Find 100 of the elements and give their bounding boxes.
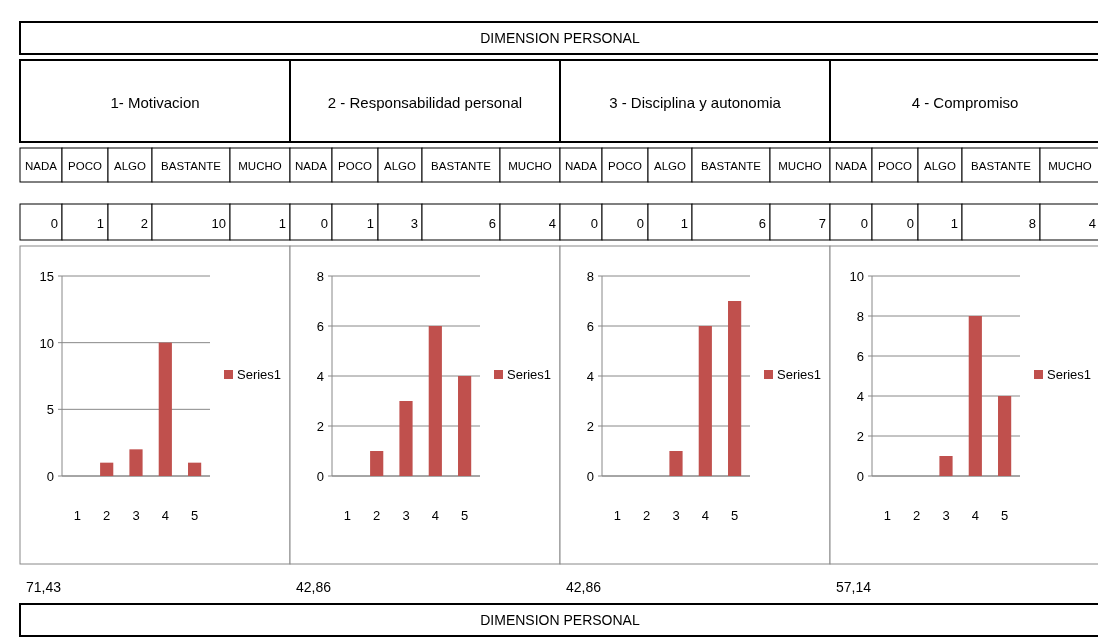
x-tick-label: 2: [103, 508, 111, 523]
text: 0: [906, 216, 914, 231]
x-tick-label: 3: [942, 508, 950, 523]
y-tick-label: 6: [316, 319, 324, 334]
x-tick-label: 5: [191, 508, 199, 523]
bar: [399, 401, 413, 476]
x-tick-label: 1: [613, 508, 621, 523]
bar: [968, 316, 982, 476]
y-tick-label: 8: [316, 269, 324, 284]
bar: [998, 396, 1012, 476]
bar: [100, 462, 114, 476]
y-tick-label: 0: [316, 469, 324, 484]
bar: [428, 326, 442, 476]
text: POCO: [68, 160, 102, 172]
text: NADA: [295, 160, 328, 172]
y-tick-label: 6: [856, 349, 864, 364]
text: ALGO: [384, 160, 417, 172]
text: ALGO: [924, 160, 957, 172]
text: MUCHO: [238, 160, 282, 172]
text: 3: [410, 216, 418, 231]
x-tick-label: 4: [701, 508, 709, 523]
text: POCO: [608, 160, 642, 172]
text: 10: [211, 216, 226, 231]
y-tick-label: 4: [586, 369, 594, 384]
legend-label: Series1: [777, 367, 822, 382]
x-tick-label: 3: [402, 508, 410, 523]
text: 1: [278, 216, 286, 231]
y-tick-label: 0: [46, 469, 54, 484]
chart-title: 2 - Responsabilidad personal: [327, 94, 523, 111]
text: 6: [488, 216, 496, 231]
chart-title: 1- Motivacion: [110, 94, 200, 111]
text: POCO: [878, 160, 912, 172]
text: MUCHO: [508, 160, 552, 172]
text: BASTANTE: [161, 160, 222, 172]
y-tick-label: 10: [39, 335, 54, 351]
legend-label: Series1: [507, 367, 552, 382]
text: DIMENSION PERSONAL: [480, 612, 640, 628]
text: 1: [950, 216, 958, 231]
text: 1: [366, 216, 374, 231]
y-tick-label: 0: [856, 469, 864, 484]
text: MUCHO: [1048, 160, 1092, 172]
y-tick-label: 4: [856, 389, 864, 404]
x-tick-label: 5: [731, 508, 739, 523]
text: 42,86: [566, 579, 602, 595]
y-tick-label: 5: [46, 402, 54, 418]
text: ALGO: [114, 160, 147, 172]
x-tick-label: 4: [431, 508, 439, 523]
text: NADA: [565, 160, 598, 172]
x-tick-label: 1: [73, 508, 81, 523]
y-tick-label: 4: [316, 369, 324, 384]
text: POCO: [338, 160, 372, 172]
x-tick-label: 1: [883, 508, 891, 523]
bar: [939, 456, 953, 476]
text: 7: [818, 216, 826, 231]
bar: [728, 301, 742, 476]
text: 42,86: [296, 579, 332, 595]
y-tick-label: 10: [849, 269, 864, 284]
bar: [188, 462, 202, 476]
text: 8: [1028, 216, 1036, 231]
y-tick-label: 15: [39, 269, 54, 284]
y-tick-label: 0: [586, 469, 594, 484]
bar: [698, 326, 712, 476]
x-tick-label: 2: [913, 508, 921, 523]
legend-label: Series1: [237, 367, 282, 382]
x-tick-label: 5: [461, 508, 469, 523]
text: NADA: [835, 160, 868, 172]
y-tick-label: 2: [586, 419, 594, 434]
chart-title: 4 - Compromiso: [911, 94, 1019, 111]
x-tick-label: 5: [1001, 508, 1009, 523]
text: BASTANTE: [431, 160, 492, 172]
bar: [370, 451, 384, 476]
bar: [458, 376, 472, 476]
text: 4: [548, 216, 556, 231]
x-tick-label: 4: [161, 508, 169, 523]
y-tick-label: 8: [586, 269, 594, 284]
y-tick-label: 6: [586, 319, 594, 334]
text: 1: [680, 216, 688, 231]
text: 6: [758, 216, 766, 231]
text: NADA: [25, 160, 58, 172]
x-tick-label: 2: [643, 508, 651, 523]
chart-title: 3 - Disciplina y autonomia: [609, 94, 782, 111]
bar: [158, 342, 172, 476]
y-tick-label: 2: [316, 419, 324, 434]
x-tick-label: 3: [132, 508, 140, 523]
y-tick-label: 8: [856, 309, 864, 324]
text: 57,14: [836, 579, 872, 595]
text: BASTANTE: [971, 160, 1032, 172]
text: BASTANTE: [701, 160, 762, 172]
text: 1: [96, 216, 104, 231]
text: MUCHO: [778, 160, 822, 172]
bar: [129, 449, 143, 476]
text: 0: [636, 216, 644, 231]
text: ALGO: [654, 160, 687, 172]
text: 4: [1088, 216, 1096, 231]
x-tick-label: 1: [343, 508, 351, 523]
legend-label: Series1: [1047, 367, 1092, 382]
x-tick-label: 4: [971, 508, 979, 523]
text: DIMENSION PERSONAL: [480, 30, 640, 46]
text: 71,43: [26, 579, 62, 595]
x-tick-label: 3: [672, 508, 680, 523]
